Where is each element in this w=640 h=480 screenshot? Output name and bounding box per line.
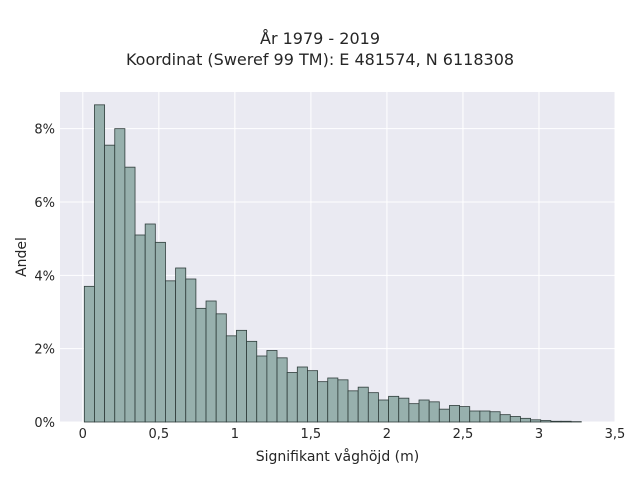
histogram-bar [215, 313, 227, 423]
histogram-bar [540, 420, 552, 423]
bars [83, 104, 582, 423]
chart-subtitle: Koordinat (Sweref 99 TM): E 481574, N 61… [125, 50, 515, 69]
histogram-bar [154, 241, 166, 423]
histogram-bar [124, 166, 136, 423]
histogram-bar [83, 285, 95, 423]
histogram-bar [520, 417, 531, 423]
histogram-bar [459, 406, 471, 423]
histogram-bar [408, 403, 420, 423]
y-axis-label: Andel [14, 237, 30, 277]
histogram-bar [560, 420, 572, 423]
histogram-bar [307, 370, 318, 423]
histogram-bar [134, 234, 146, 423]
x-tick-label: 2 [383, 427, 391, 442]
x-tick-label: 2,5 [453, 427, 474, 442]
histogram-bar [418, 399, 430, 423]
histogram-bar [144, 223, 156, 423]
x-axis-ticks: 0 0,5 1 1,5 2 2,5 3 3,5 [79, 427, 626, 442]
x-axis-label: Signifikant våghöjd (m) [256, 448, 419, 465]
histogram-bar [104, 144, 116, 423]
histogram-bar [509, 416, 521, 423]
chart-title: År 1979 - 2019 [260, 29, 380, 48]
histogram-bar [205, 300, 217, 423]
histogram-bar [317, 381, 329, 423]
histogram-bar [530, 419, 542, 423]
histogram-bar [114, 128, 126, 423]
histogram-bar [428, 401, 440, 423]
x-tick-label: 1 [231, 427, 239, 442]
histogram-bar [236, 329, 248, 423]
histogram-bar [357, 386, 369, 423]
histogram-bar [469, 410, 481, 423]
histogram-bar [165, 280, 177, 423]
histogram-bar [286, 372, 298, 423]
histogram-bar [378, 399, 389, 423]
histogram-bar [296, 366, 308, 423]
histogram-bar [398, 397, 410, 423]
y-axis-ticks: 0% 2% 4% 6% 8% [34, 123, 55, 431]
y-tick-label: 6% [34, 196, 55, 211]
x-tick-label: 3,5 [605, 427, 626, 442]
histogram-bar [327, 377, 339, 423]
histogram-bar [175, 267, 187, 423]
x-tick-label: 3 [535, 427, 543, 442]
histogram-bar [347, 390, 359, 423]
y-tick-label: 4% [34, 269, 55, 284]
histogram-bar [388, 395, 400, 423]
y-tick-label: 2% [34, 343, 55, 358]
histogram-bar [449, 405, 460, 423]
histogram-bar [337, 379, 349, 423]
y-tick-label: 8% [34, 123, 55, 138]
histogram-bar [499, 414, 511, 423]
histogram-bar [185, 278, 197, 423]
histogram-bar [256, 355, 268, 423]
histogram-bar [438, 408, 450, 423]
histogram-bar [225, 335, 237, 423]
histogram-bar [246, 340, 258, 423]
y-tick-label: 0% [34, 416, 55, 431]
x-tick-label: 0 [79, 427, 87, 442]
histogram-bar [367, 392, 379, 423]
histogram-bar [489, 411, 501, 423]
histogram-bar [94, 104, 106, 423]
histogram-bar [550, 420, 562, 423]
histogram-bar [266, 350, 278, 423]
histogram-bar [479, 410, 491, 423]
histogram-bar [195, 307, 207, 423]
x-tick-label: 1,5 [301, 427, 322, 442]
histogram-bar [276, 357, 288, 423]
x-tick-label: 0,5 [148, 427, 169, 442]
